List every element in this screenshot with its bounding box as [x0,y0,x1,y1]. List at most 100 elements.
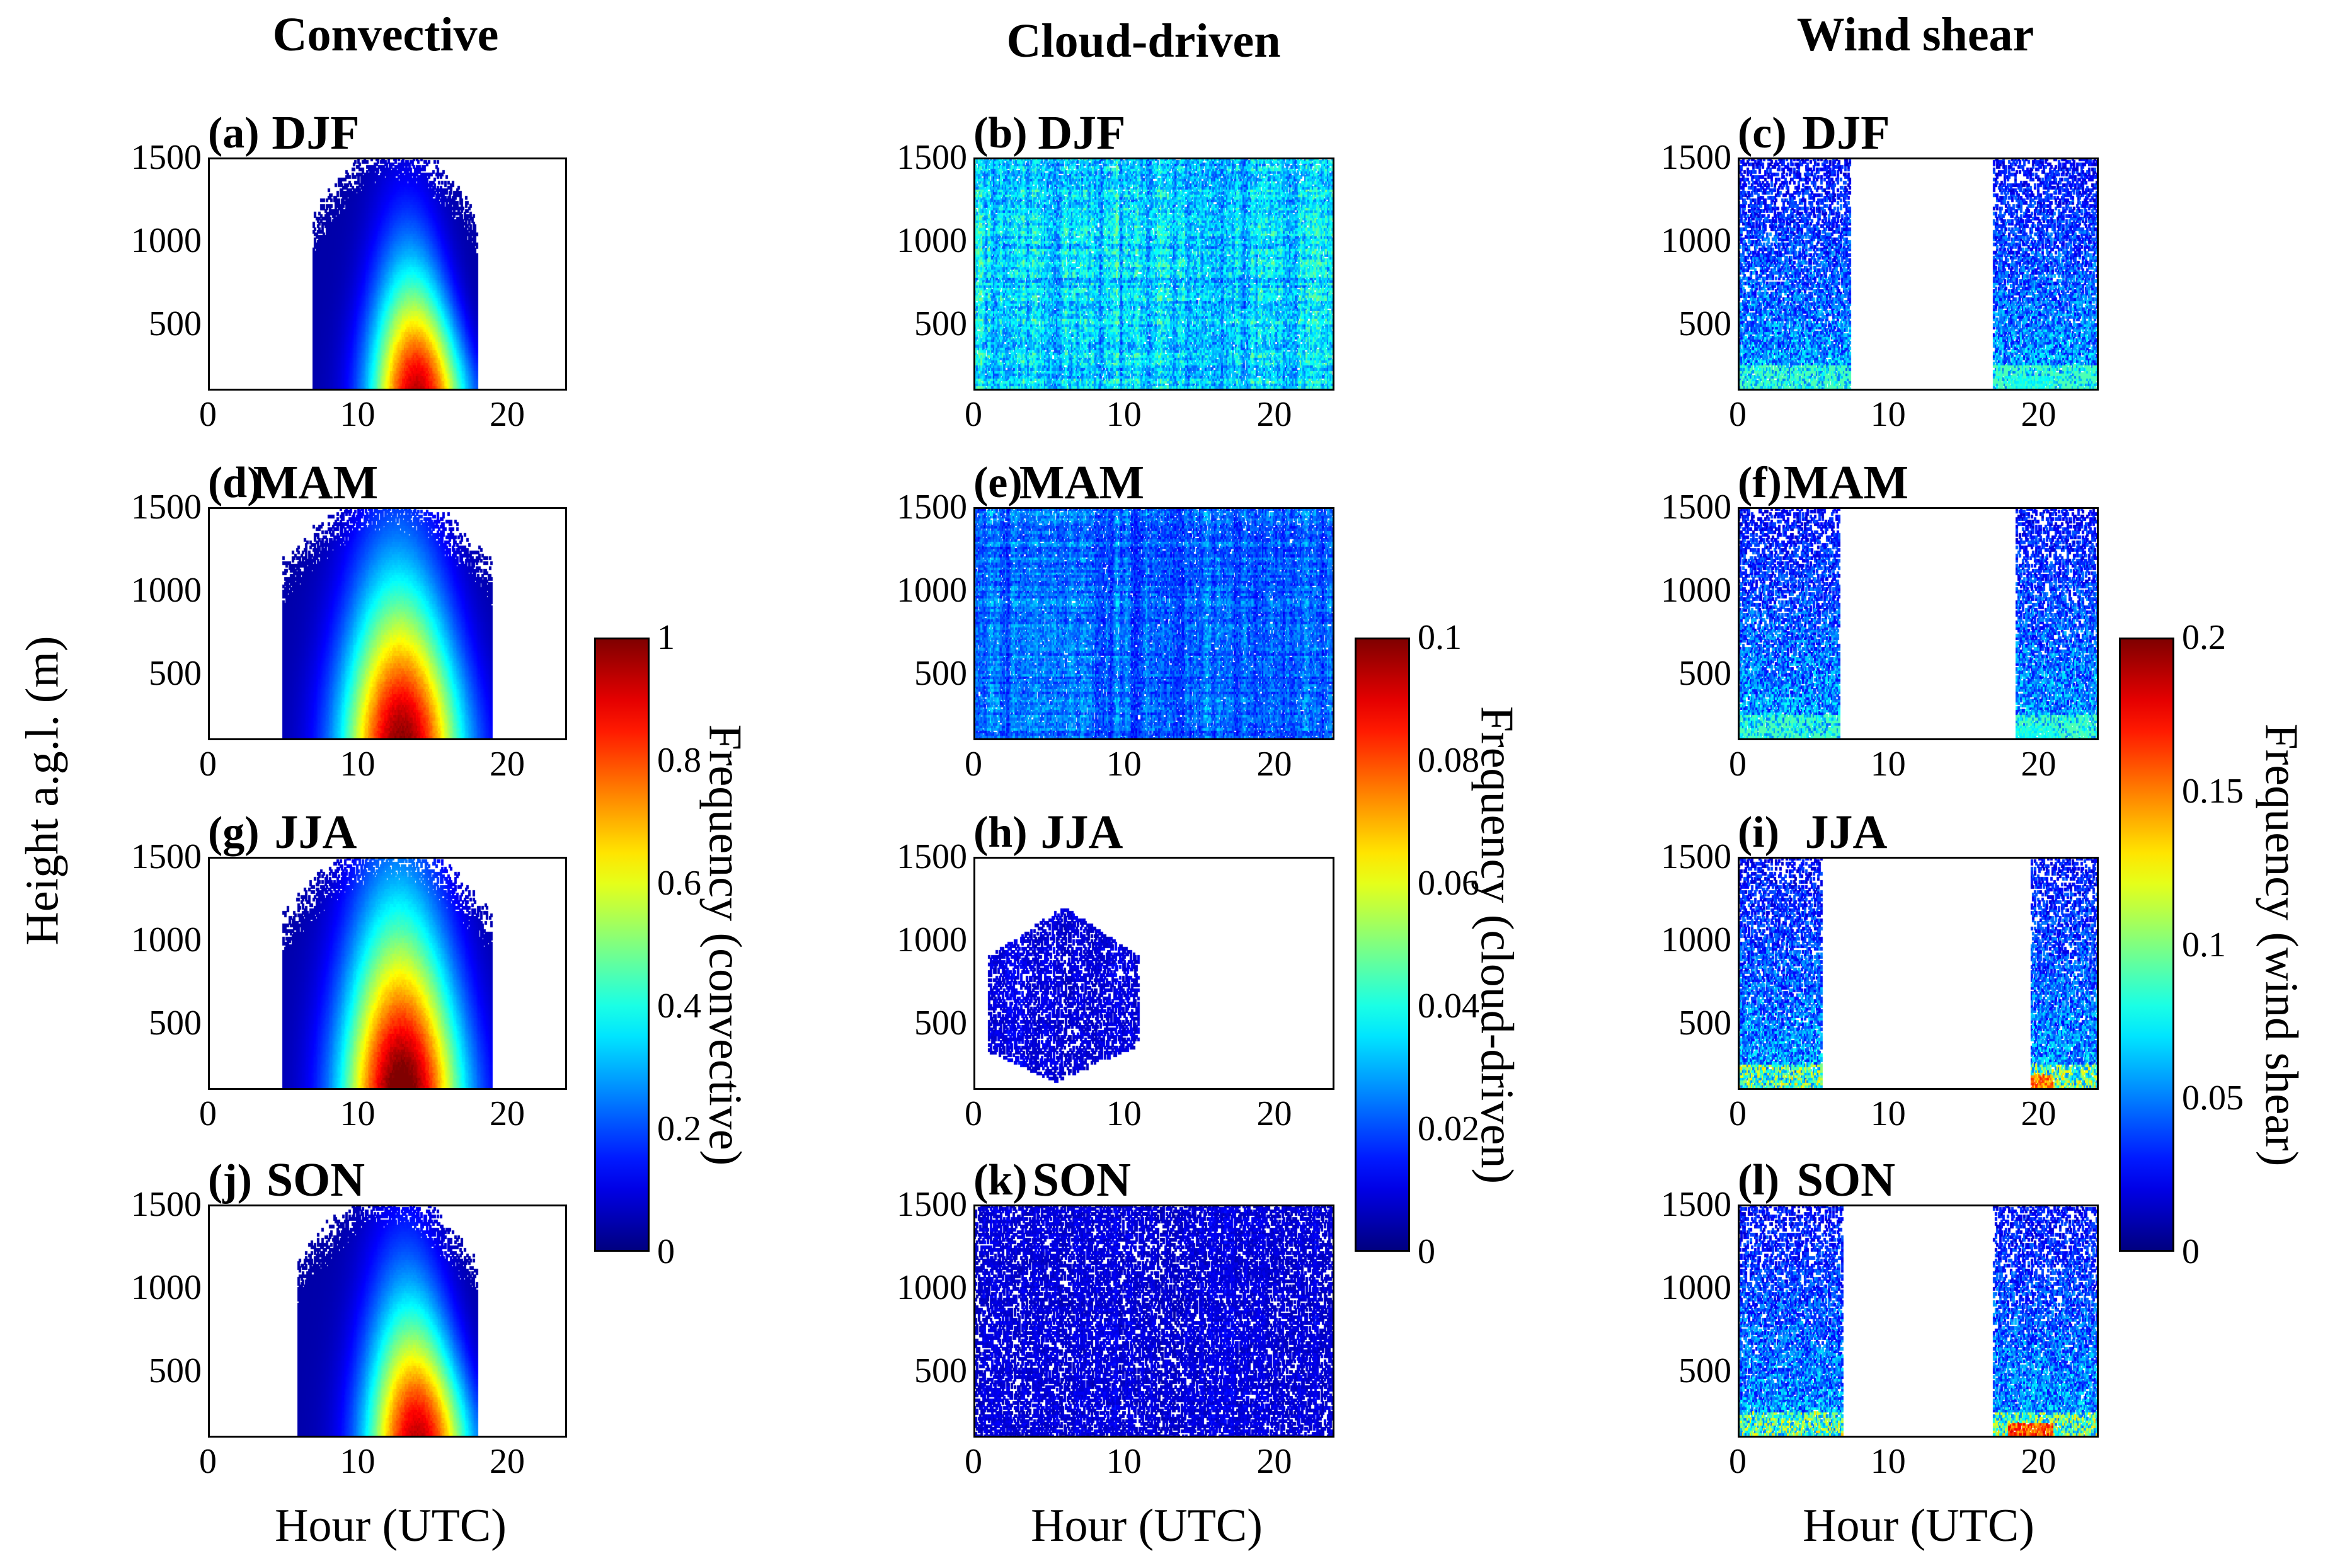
y-tick-label: 1500 [131,488,202,527]
x-tick-label: 0 [199,1442,217,1481]
y-tick-label: 1500 [1661,837,1731,876]
colorbar-tick-label: 0.02 [1418,1109,1479,1148]
axes-frame [1738,507,2099,740]
x-tick-label: 0 [1729,1094,1747,1133]
x-tick-label: 10 [340,1094,376,1133]
y-tick-label: 1500 [131,138,202,177]
y-tick-label: 1500 [897,488,967,527]
panel-season-title: SON [1032,1153,1132,1206]
heatmap-cells [208,857,567,1090]
y-tick-label: 1000 [1661,1268,1731,1308]
colorbar-tick-label: 0.15 [2182,771,2244,811]
colorbar-tick-label: 0.2 [657,1109,701,1148]
y-tick-label: 500 [1678,654,1731,694]
colorbar-label-cloud-driven: Frequency (cloud-driven) [1471,706,1523,1184]
y-tick-label: 1000 [897,1268,967,1308]
y-tick-label: 1000 [131,1268,202,1308]
panel-label: (l) [1738,1156,1780,1205]
x-tick-label: 10 [1870,1442,1906,1481]
x-tick-label: 0 [199,395,217,434]
colorbar-gradient [1355,638,1410,1252]
colorbar-gradient [2119,638,2174,1252]
colorbar-tick-label: 0.2 [2182,618,2226,657]
y-tick-label: 1500 [131,837,202,876]
x-tick-label: 20 [490,1094,525,1133]
heatmap-cells [208,157,567,391]
x-tick-label: 20 [490,1442,525,1481]
colorbar-label-convective: Frequency (convective) [699,724,751,1165]
heatmap-panel-jja-wind-shear: (i) JJA 500 1000 1500 0 10 20 [1661,806,2099,1133]
heatmap-cells [973,507,1334,740]
heatmap-panel-son-cloud-driven: (k) SON 500 1000 1500 0 10 20 [897,1153,1334,1481]
panel-label: (f) [1738,459,1782,507]
axes-frame [973,857,1334,1090]
x-tick-label: 20 [2021,745,2057,784]
heatmap-panel-jja-cloud-driven: (h) JJA 500 1000 1500 0 10 20 [897,806,1334,1133]
x-tick-label: 0 [199,745,217,784]
axes-frame [1738,857,2099,1090]
heatmap-cells [1738,1205,2099,1438]
colorbar-tick-label: 0.1 [1418,618,1462,657]
panel-label: (b) [973,109,1028,157]
y-tick-label: 500 [149,1351,202,1391]
axes-frame [208,857,567,1090]
axes-frame [1738,157,2099,391]
x-axis-label-cloud-driven: Hour (UTC) [1031,1500,1263,1552]
heatmap-panel-djf-convective: (a) DJF 500 1000 1500 0 10 20 [131,106,567,434]
heatmap-panel-djf-wind-shear: (c) DJF 500 1000 1500 0 10 20 [1661,106,2099,434]
heatmap-panel-jja-convective: (g) JJA 500 1000 1500 0 10 20 [131,806,567,1133]
axes-frame [208,1205,567,1438]
x-tick-label: 20 [1256,1442,1292,1481]
x-tick-label: 20 [490,395,525,434]
x-tick-label: 20 [490,745,525,784]
heatmap-cells [1738,857,2099,1090]
colorbar-label-wind-shear: Frequency (wind shear) [2255,723,2307,1166]
colorbar-tick-label: 0.06 [1418,864,1479,903]
axes-frame [208,507,567,740]
column-title-cloud-driven: Cloud-driven [1006,14,1281,67]
y-tick-label: 1500 [897,837,967,876]
y-axis-label: Height a.g.l. (m) [16,636,69,946]
panel-label: (e) [973,459,1023,507]
colorbar-tick-label: 0 [1418,1232,1435,1271]
panel-season-title: SON [1796,1153,1896,1206]
heatmap-panel-mam-wind-shear: (f) MAM 500 1000 1500 0 10 20 [1661,456,2099,784]
colorbar-convective: 0 0.2 0.4 0.6 0.8 1 [594,618,701,1271]
axes-frame [973,157,1334,391]
x-tick-label: 20 [1256,395,1292,434]
x-tick-label: 10 [340,395,376,434]
heatmap-panel-djf-cloud-driven: (b) DJF 500 1000 1500 0 10 20 [897,106,1334,434]
y-tick-label: 500 [1678,304,1731,344]
heatmap-panel-mam-convective: (d) MAM 500 1000 1500 0 10 20 [131,456,567,784]
colorbar-tick-label: 1 [657,618,675,657]
heatmap-panel-son-wind-shear: (l) SON 500 1000 1500 0 10 20 [1661,1153,2099,1481]
heatmap-cells [1738,157,2099,391]
panel-label: (i) [1738,808,1780,857]
colorbar-gradient [594,638,650,1252]
x-tick-label: 0 [1729,745,1747,784]
y-tick-label: 500 [914,654,967,694]
y-tick-label: 1000 [1661,221,1731,261]
y-tick-label: 500 [914,1351,967,1391]
axes-frame [973,1205,1334,1438]
y-tick-label: 500 [914,1004,967,1043]
y-tick-label: 1000 [897,221,967,261]
y-tick-label: 1500 [131,1185,202,1224]
y-tick-label: 1000 [897,571,967,610]
y-tick-label: 1500 [1661,138,1731,177]
x-tick-label: 20 [1256,745,1292,784]
colorbar-tick-label: 0.05 [2182,1079,2244,1118]
x-tick-label: 0 [1729,1442,1747,1481]
x-axis-label-convective: Hour (UTC) [275,1500,507,1552]
x-tick-label: 10 [1106,1094,1142,1133]
x-tick-label: 10 [1870,745,1906,784]
panel-label: (a) [208,109,260,157]
panel-label: (c) [1738,109,1787,157]
y-tick-label: 1000 [897,920,967,960]
colorbar-wind-shear: 0 0.05 0.1 0.15 0.2 [2119,618,2244,1271]
colorbar-tick-label: 0.4 [657,987,701,1026]
heatmap-cells [208,507,567,740]
heatmap-cells [208,1205,567,1438]
panel-season-title: DJF [1038,106,1126,159]
